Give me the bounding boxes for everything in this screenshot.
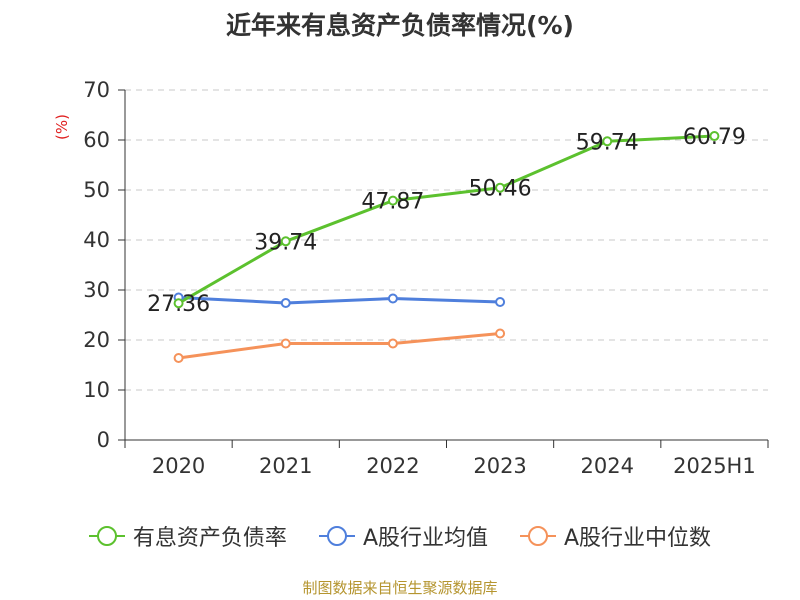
y-tick-label: 60 [83, 128, 110, 152]
legend-marker [528, 526, 548, 546]
y-tick-label: 10 [83, 378, 110, 402]
legend-label: A股行业中位数 [564, 526, 712, 551]
data-point [280, 298, 291, 308]
series-line [177, 332, 502, 360]
legend-item: 有息资产负债率 [88, 520, 287, 552]
data-point [387, 338, 398, 349]
y-tick-label: 40 [83, 228, 110, 252]
data-label: 59.74 [576, 130, 639, 155]
x-tick-label: 2020 [152, 454, 205, 478]
x-tick-label: 2024 [581, 454, 634, 478]
data-label: 50.46 [469, 177, 532, 202]
gridlines [125, 89, 768, 391]
data-point [709, 131, 720, 142]
y-tick-label: 0 [97, 428, 110, 452]
series [173, 131, 720, 363]
chart-title: 近年来有息资产负债率情况(%) [226, 11, 574, 40]
y-axis-label: (%) [53, 114, 71, 140]
source-note: 制图数据来自恒生聚源数据库 [302, 579, 498, 597]
legend-marker [326, 526, 347, 546]
axes: 0 10 20 30 40 50 60 70 2020 2021 2022 2023 2024 2025H… [83, 78, 769, 478]
legend-label: A股行业均值 [362, 526, 488, 551]
data-point [602, 136, 613, 147]
legend-marker [96, 526, 117, 546]
legend-label: 有息资产负债率 [132, 526, 287, 551]
legend: 有息资产负债率 A股行业均值 A股行业中位数 [0, 520, 800, 552]
line-chart: 0 10 20 30 40 50 60 70 2020 2021 2022 2023 2024 2025H… [53, 78, 769, 478]
data-point [280, 236, 291, 247]
data-label: 27.36 [147, 292, 210, 317]
legend-item: A股行业均值 [318, 520, 488, 552]
data-labels: 27.36 39.74 47.87 50.46 59.74 60.79 [147, 125, 746, 317]
x-tick-label: 2022 [366, 454, 419, 478]
y-tick-label: 50 [83, 178, 110, 202]
legend-swatch-icon [318, 526, 355, 546]
data-label: 47.87 [361, 190, 424, 215]
data-label: 60.79 [683, 125, 746, 150]
x-tick-label: 2025H1 [673, 454, 756, 478]
x-tick-label: 2021 [259, 454, 312, 478]
data-point [280, 338, 291, 349]
data-label: 39.74 [254, 230, 317, 255]
y-tick-label: 20 [83, 328, 110, 352]
y-tick-label: 70 [83, 78, 110, 102]
x-tick-label: 2023 [473, 454, 526, 478]
data-point [495, 182, 506, 193]
data-point [173, 298, 184, 309]
legend-item: A股行业中位数 [520, 520, 711, 552]
data-point [173, 353, 184, 363]
data-point [495, 328, 506, 339]
series-line [177, 134, 716, 305]
legend-swatch-icon [88, 526, 125, 546]
series-line [177, 296, 502, 305]
y-tick-label: 30 [83, 278, 110, 302]
legend-swatch-icon [520, 526, 556, 546]
data-point [387, 195, 398, 206]
data-point [387, 293, 398, 304]
data-point [495, 297, 506, 307]
